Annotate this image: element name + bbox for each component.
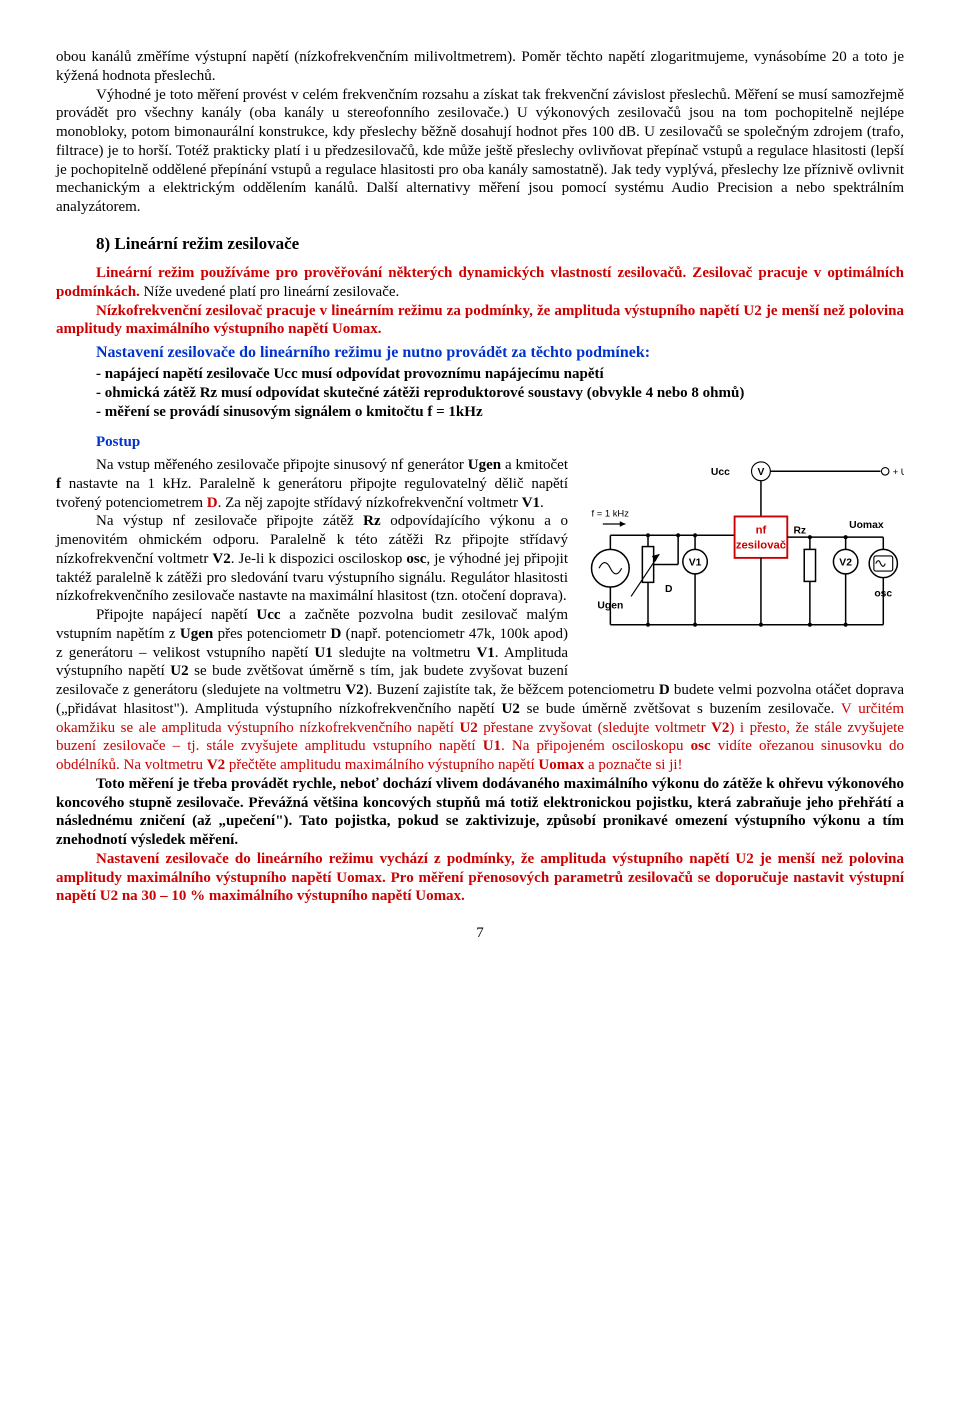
t: sledujte na voltmetru [333, 645, 477, 661]
warning-para: Toto měření je třeba provádět rychle, ne… [56, 775, 904, 850]
cond-1: - napájecí napětí zesilovače Ucc musí od… [96, 365, 904, 384]
t: ). Buzení zajistíte tak, že běžcem poten… [364, 682, 659, 698]
t: přes potenciometr [213, 626, 330, 642]
u2: U2 [459, 720, 477, 736]
v2: V2 [345, 682, 363, 698]
circuit-svg: .wire{stroke:#000;stroke-width:1.6;fill:… [584, 460, 904, 658]
t: . [540, 495, 544, 511]
conclusion-para: Nastavení zesilovače do lineárního režim… [56, 850, 904, 906]
text: Výhodné je toto měření provést v celém f… [56, 87, 904, 216]
cond-2: - ohmická zátěž Rz musí odpovídat skuteč… [56, 384, 904, 403]
v1: V1 [522, 495, 540, 511]
ugen: Ugen [180, 626, 213, 642]
t: Připojte napájecí napětí [96, 607, 256, 623]
uomax: Uomax [538, 757, 584, 773]
t: Na výstup nf zesilovače připojte zátěž [96, 513, 363, 529]
text: obou kanálů změříme výstupní napětí (níz… [56, 49, 904, 84]
cond-3: - měření se provádí sinusovým signálem o… [96, 403, 904, 422]
ucc: Ucc [256, 607, 280, 623]
u2: U2 [502, 701, 520, 717]
t: a poznačte si ji! [584, 757, 682, 773]
text: - ohmická zátěž Rz musí odpovídat skuteč… [96, 385, 744, 401]
v-label: V [757, 467, 764, 478]
v2: V2 [711, 720, 729, 736]
v2: V2 [207, 757, 225, 773]
v2-label: V2 [839, 557, 852, 568]
linear-mode-cond: Nízkofrekvenční zesilovač pracuje v line… [56, 302, 904, 340]
plus-ucc-label: + Ucc [893, 466, 904, 477]
page-number: 7 [56, 924, 904, 943]
linear-mode-intro: Lineární režim používáme pro prověřování… [56, 264, 904, 302]
postup-heading: Postup [96, 433, 904, 452]
u1: U1 [314, 645, 332, 661]
circuit-diagram: .wire{stroke:#000;stroke-width:1.6;fill:… [584, 460, 904, 663]
d: D [207, 495, 218, 511]
freq-label: f = 1 kHz [592, 507, 630, 518]
t: Na vstup měřeného zesilovače připojte si… [96, 457, 468, 473]
osc: osc [691, 738, 711, 754]
uomax-label: Uomax [849, 520, 884, 531]
text-red: Nízkofrekvenční zesilovač pracuje v line… [56, 303, 904, 338]
rz: Rz [363, 513, 381, 529]
ucc-label: Ucc [711, 467, 730, 478]
svg-text:zesilovač: zesilovač [736, 539, 786, 551]
t: a kmitočet [501, 457, 568, 473]
setup-heading: Nastavení zesilovače do lineárního režim… [56, 343, 904, 363]
text: Níže uvedené platí pro lineární zesilova… [140, 284, 399, 300]
v1-label: V1 [689, 557, 702, 568]
section-8-heading: 8) Lineární režim zesilovače [96, 233, 904, 254]
intro-para-1: obou kanálů změříme výstupní napětí (níz… [56, 48, 904, 86]
intro-para-2: Výhodné je toto měření provést v celém f… [56, 86, 904, 217]
t: . Je-li k dispozici osciloskop [231, 551, 407, 567]
t: přestane zvyšovat (sledujte voltmetr [478, 720, 711, 736]
u1: U1 [483, 738, 501, 754]
d: D [659, 682, 670, 698]
d-label: D [665, 584, 673, 595]
v2: V2 [212, 551, 230, 567]
v1: V1 [476, 645, 494, 661]
ugen: Ugen [468, 457, 501, 473]
t: . Na připojeném osciloskopu [501, 738, 691, 754]
osc: osc [406, 551, 426, 567]
t: se bude úměrně zvětšovat s buzením zesil… [520, 701, 841, 717]
d: D [330, 626, 341, 642]
osc-label: osc [874, 588, 892, 599]
rz-label: Rz [793, 525, 806, 536]
svg-text:nf: nf [756, 524, 767, 536]
t: . Za něj zapojte střídavý nízkofrekvenčn… [218, 495, 522, 511]
u2: U2 [170, 663, 188, 679]
t: přečtěte amplitudu maximálního výstupníh… [225, 757, 538, 773]
